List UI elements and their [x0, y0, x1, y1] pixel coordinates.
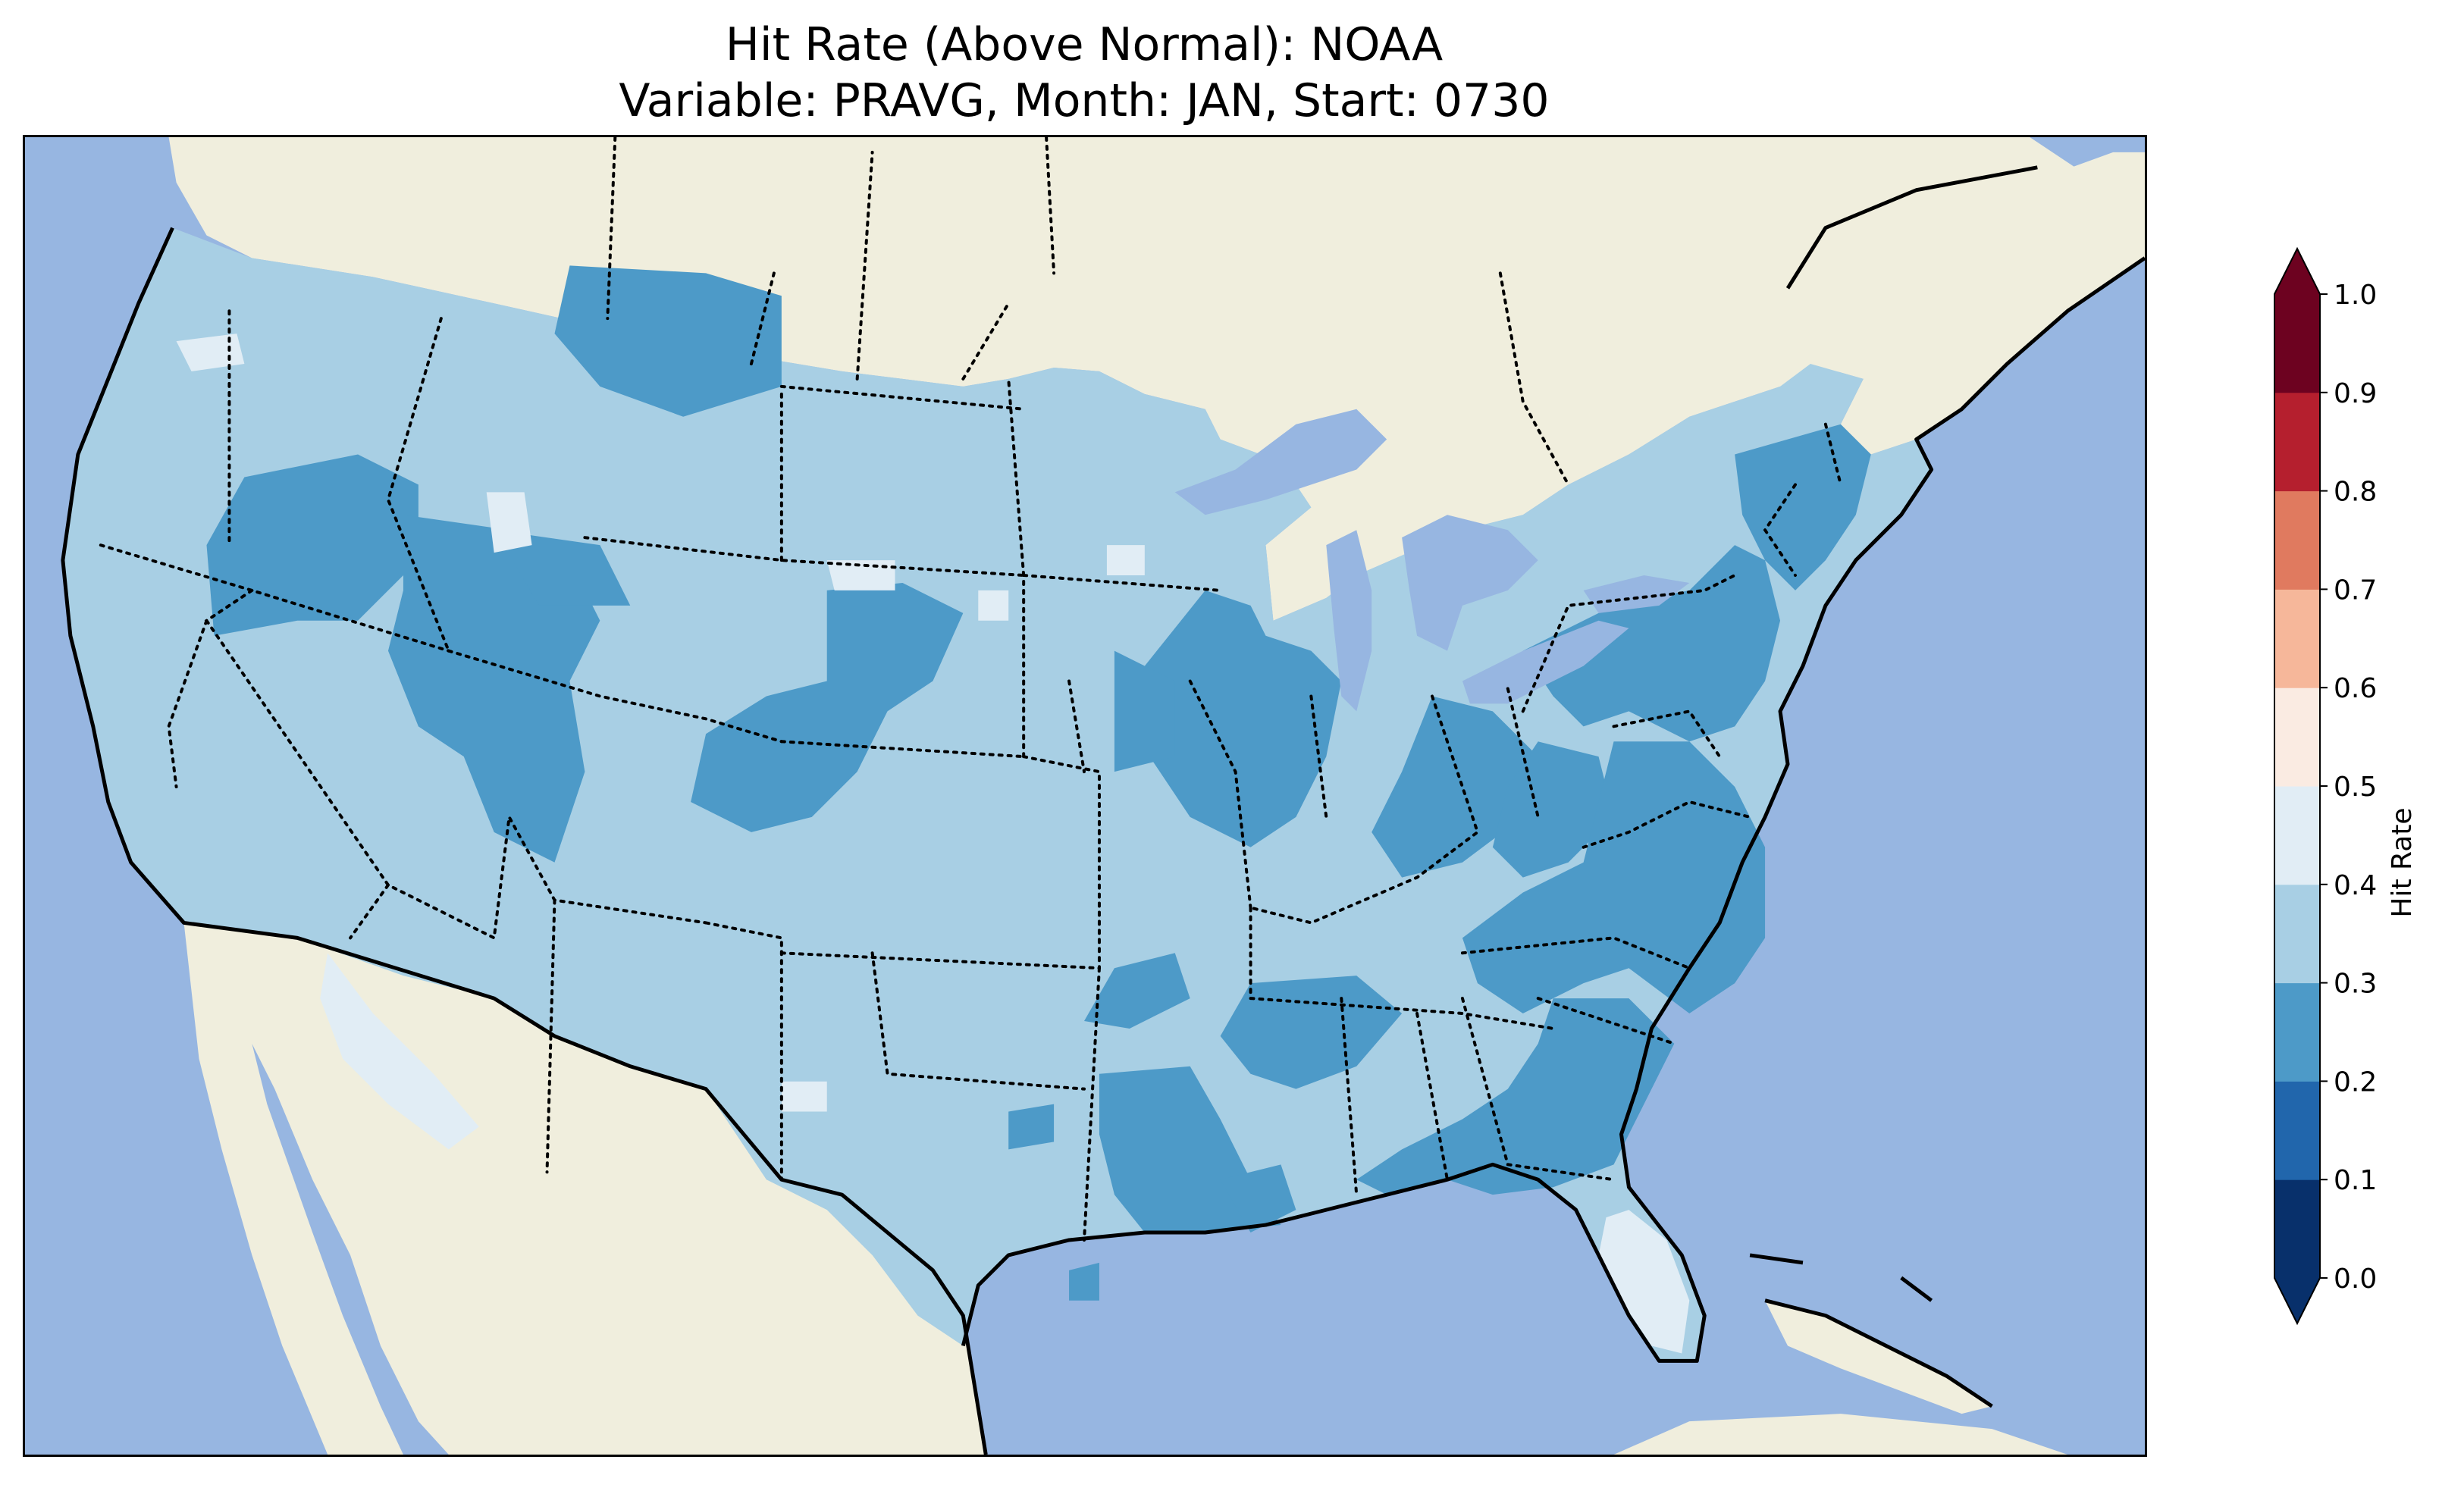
colorbar-tick-label: 0.1 — [2334, 1165, 2377, 1196]
colorbar-tick-label: 0.6 — [2334, 673, 2377, 704]
colorbar-extend-max — [2274, 249, 2320, 294]
colorbar-tick-label: 0.9 — [2334, 378, 2377, 409]
colorbar-bin — [2274, 884, 2320, 984]
colorbar-bin — [2274, 982, 2320, 1082]
colorbar-bin — [2274, 786, 2320, 885]
colorbar-tick-label: 0.0 — [2334, 1264, 2377, 1295]
cuba-land — [1765, 1300, 1992, 1414]
colorbar: 0.0 0.1 0.2 0.3 0.4 0.5 0.6 0.7 0.8 0.9 1.0 Hit Ra… — [2274, 246, 2418, 1326]
hit-rate-0.2-0.3-areas — [206, 265, 1871, 1301]
colorbar-extend-min — [2274, 1278, 2320, 1323]
colorbar-ticks: 0.0 0.1 0.2 0.3 0.4 0.5 0.6 0.7 0.8 0.9 1.0 — [2320, 280, 2377, 1295]
maritimes-land — [1788, 152, 2145, 455]
canada-land — [168, 137, 2076, 621]
state-borders — [99, 137, 1842, 1242]
colorbar-tick-label: 0.4 — [2334, 870, 2377, 901]
colorbar-tick-label: 0.8 — [2334, 477, 2377, 508]
colorbar-tick-label: 0.5 — [2334, 772, 2377, 803]
title-line-1: Hit Rate (Above Normal): NOAA — [725, 18, 1444, 71]
conus-base — [62, 227, 1932, 1361]
colorbar-segments — [2274, 246, 2321, 1326]
south-america-land — [1613, 1414, 2068, 1455]
title-line-2: Variable: PRAVG, Month: JAN, Start: 0730 — [619, 74, 1550, 127]
colorbar-bin — [2274, 1081, 2320, 1180]
hit-rate-0.4-0.5-areas — [176, 334, 1690, 1354]
colorbar-bin — [2274, 392, 2320, 492]
colorbar-bin — [2274, 294, 2320, 393]
colorbar-bin — [2274, 687, 2320, 787]
colorbar-label: Hit Rate — [2387, 807, 2418, 917]
map-frame — [23, 135, 2147, 1457]
great-lakes — [1174, 409, 1690, 712]
chart-title: Hit Rate (Above Normal): NOAA Variable: … — [20, 17, 2149, 129]
colorbar-bin — [2274, 490, 2320, 590]
colorbar-tick-label: 0.7 — [2334, 575, 2377, 606]
coastline — [61, 165, 2145, 1455]
colorbar-tick-label: 0.2 — [2334, 1066, 2377, 1098]
colorbar-tick-label: 0.3 — [2334, 969, 2377, 1000]
colorbar-bin — [2274, 1179, 2320, 1279]
colorbar-tick-label: 1.0 — [2334, 280, 2377, 311]
map — [25, 137, 2145, 1455]
colorbar-bin — [2274, 589, 2320, 688]
